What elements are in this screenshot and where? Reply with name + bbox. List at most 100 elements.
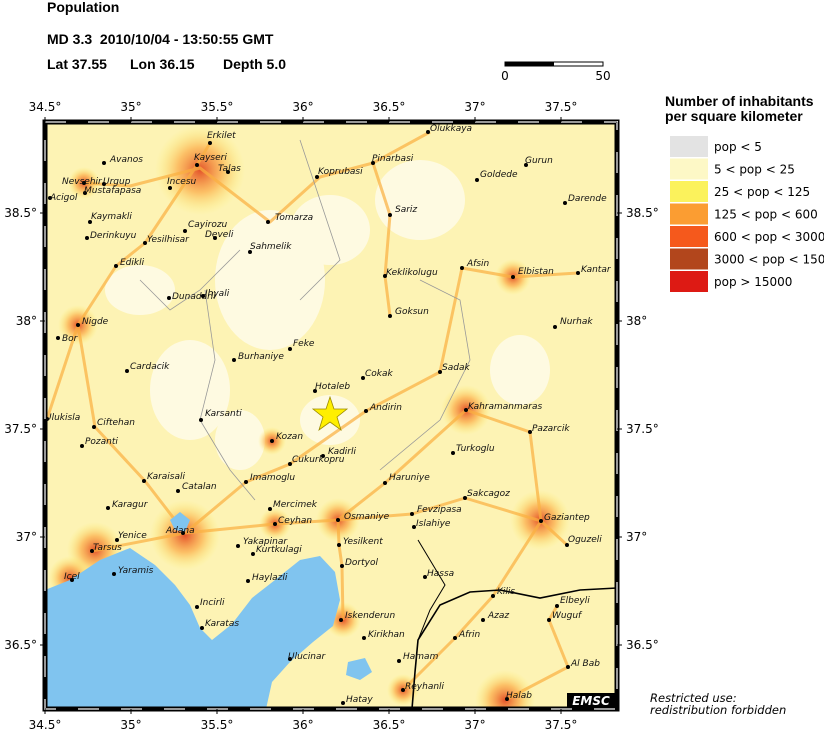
city-label: Kayseri: [194, 153, 227, 163]
title: Population: [47, 0, 119, 15]
city-label: Kaymakli: [91, 212, 132, 222]
city-dot: [339, 618, 343, 622]
scale-label: 0: [501, 69, 509, 83]
city-label: Kozan: [276, 432, 303, 442]
city-label: Ihyali: [205, 289, 230, 299]
city-label: Karatas: [205, 619, 239, 629]
city-dot: [200, 626, 204, 630]
city-dot: [576, 271, 580, 275]
city-dot: [426, 130, 430, 134]
city-label: Ulucinar: [288, 652, 326, 662]
city-label: Incesu: [167, 177, 197, 187]
city-label: Halab: [506, 691, 532, 701]
city-label: Feke: [293, 339, 315, 349]
lat-label: 36.5°: [626, 638, 659, 652]
city-dot: [321, 454, 325, 458]
city-label: Avanos: [109, 155, 143, 165]
city-dot: [183, 229, 187, 233]
lon-label: 35.5°: [201, 100, 234, 114]
notice: redistribution forbidden: [650, 703, 786, 717]
city-dot: [251, 552, 255, 556]
city-dot: [383, 481, 387, 485]
city-label: Kurtkulagi: [256, 545, 302, 555]
event-info: MD 3.3 2010/10/04 - 13:50:55 GMT: [47, 31, 274, 47]
lon-label: 35°: [120, 100, 141, 114]
city-label: Fevzipasa: [417, 505, 462, 515]
city-label: Adana: [165, 526, 195, 536]
city-label: Al Bab: [570, 659, 600, 669]
city-label: Karsanti: [205, 409, 242, 419]
city-label: Pinarbasi: [372, 154, 414, 164]
city-dot: [236, 544, 240, 548]
city-label: Kadirli: [328, 447, 357, 457]
city-label: Koprubasi: [318, 167, 363, 177]
city-dot: [451, 451, 455, 455]
city-label: Darende: [568, 194, 607, 204]
city-dot: [340, 564, 344, 568]
legend-swatch: [670, 226, 708, 247]
lat-label: 38.5°: [626, 206, 659, 220]
city-label: Nevsehir: [62, 177, 103, 187]
city-label: Pazarcik: [532, 424, 570, 434]
city-dot: [114, 264, 118, 268]
city-label: Dunadarli: [172, 292, 216, 302]
legend-swatch: [670, 136, 708, 157]
city-label: Karaisali: [147, 472, 186, 482]
city-label: Goldede: [480, 170, 518, 180]
city-dot: [80, 444, 84, 448]
city-label: Icel: [64, 572, 80, 582]
city-label: Kahramanmaras: [468, 402, 542, 412]
city-dot: [244, 480, 248, 484]
city-dot: [273, 522, 277, 526]
city-label: Nurhak: [560, 317, 593, 327]
lon-label: 36°: [292, 100, 313, 114]
city-label: Afsin: [466, 259, 490, 269]
city-label: Afrin: [458, 630, 481, 640]
city-dot: [362, 636, 366, 640]
city-dot: [56, 336, 60, 340]
city-label: Iskenderun: [345, 611, 395, 621]
city-label: Talas: [218, 164, 241, 174]
city-dot: [361, 376, 365, 380]
city-label: Keklikolugu: [386, 268, 438, 278]
city-dot: [248, 250, 252, 254]
city-dot: [176, 489, 180, 493]
city-dot: [125, 369, 129, 373]
legend-swatch: [670, 203, 708, 225]
city-label: Kantar: [581, 265, 612, 275]
lon-label: 37°: [464, 100, 485, 114]
city-label: Hamam: [403, 652, 439, 662]
city-label: Derinkuyu: [90, 231, 137, 241]
lon-label: 36°: [292, 718, 313, 731]
legend-title: per square kilometer: [665, 108, 803, 124]
depth: Depth 5.0: [223, 56, 286, 72]
city-label: Hotaleb: [315, 382, 350, 392]
city-label: Nigde: [82, 317, 109, 327]
city-dot: [142, 479, 146, 483]
city-dot: [76, 323, 80, 327]
city-dot: [397, 659, 401, 663]
city-dot: [539, 519, 543, 523]
city-dot: [401, 688, 405, 692]
legend-label: 5 < pop < 25: [714, 163, 795, 177]
city-dot: [423, 575, 427, 579]
city-dot: [143, 241, 147, 245]
city-label: Gurun: [525, 156, 553, 166]
city-dot: [364, 409, 368, 413]
city-dot: [491, 594, 495, 598]
city-label: Elbistan: [518, 267, 554, 277]
lon-label: 35.5°: [201, 718, 234, 731]
legend-label: 125 < pop < 600: [714, 208, 818, 222]
city-dot: [266, 220, 270, 224]
city-label: Bor: [62, 334, 79, 344]
city-label: Dortyol: [345, 558, 378, 568]
city-dot: [553, 325, 557, 329]
city-dot: [566, 665, 570, 669]
city-dot: [102, 182, 106, 186]
city-dot: [195, 605, 199, 609]
city-label: Pozanti: [85, 437, 118, 447]
city-dot: [85, 236, 89, 240]
epicenter-star: [311, 395, 349, 432]
city-dot: [270, 439, 274, 443]
